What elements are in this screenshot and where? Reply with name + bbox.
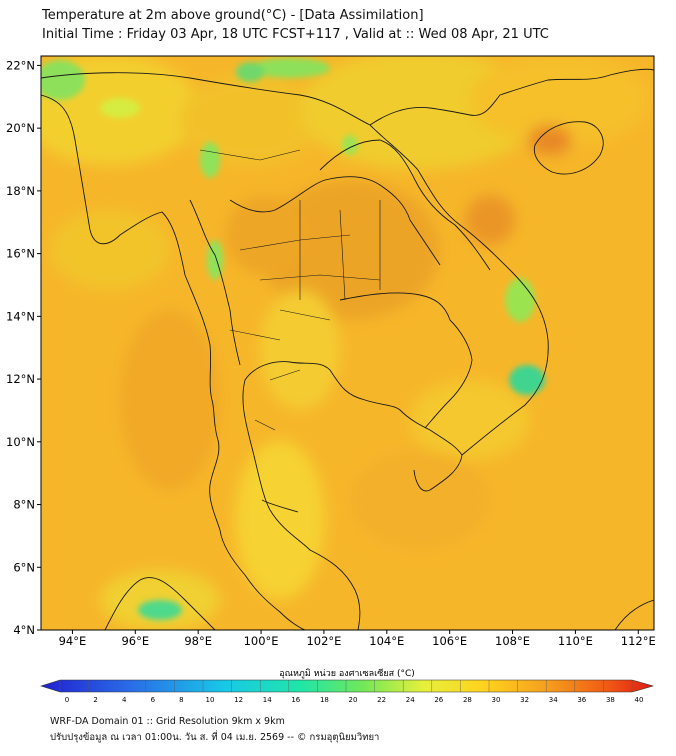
lon-tick-label: 94°E: [59, 634, 87, 648]
lon-tick-label: 106°E: [432, 634, 467, 648]
border-china-north: [41, 72, 371, 126]
colorbar-tick-label: 12: [234, 696, 243, 704]
lat-tick-label: 16°N: [6, 247, 35, 261]
colorbar-tick-label: 32: [520, 696, 529, 704]
temperature-field: [41, 56, 654, 630]
border-myanmar-thailand: [189, 199, 241, 366]
land-temperature-patches: [41, 56, 650, 630]
lat-tick-label: 4°N: [13, 623, 35, 637]
colorbar-label: อุณหภูมิ หน่วย องศาเซลเซียส (°C): [279, 668, 415, 679]
lat-tick-label: 10°N: [6, 435, 35, 449]
coastline-myanmar-bangladesh: [41, 94, 221, 531]
lat-tick-label: 6°N: [13, 560, 35, 574]
colorbar-tick-label: 34: [549, 696, 558, 704]
colorbar-gradient: [40, 679, 655, 693]
lon-tick-label: 102°E: [306, 634, 341, 648]
colorbar-ticks: 0 2 4 6 8 10 12 14 16 18 20 22 24 26 28 30 32 34 36 38 40: [59, 680, 644, 704]
province-lines: [199, 149, 381, 431]
lat-tick-label: 12°N: [6, 372, 35, 386]
border-laos-vietnam: [319, 139, 491, 271]
coastline-gulf-of-tonkin: [369, 68, 654, 126]
lon-tick-label: 108°E: [495, 634, 530, 648]
map-title: Temperature at 2m above ground(°C) - [Da…: [42, 8, 424, 23]
footer-model-info: WRF-DA Domain 01 :: Grid Resolution 9km …: [50, 716, 285, 727]
colorbar-tick-label: 38: [606, 696, 615, 704]
colorbar: [40, 679, 655, 693]
lon-tick-label: 104°E: [369, 634, 404, 648]
longitude-ticks: 94°E 96°E 98°E 100°E 102°E 104°E 106°E 108°E 110…: [59, 630, 656, 648]
lon-tick-label: 110°E: [558, 634, 593, 648]
footer-update-info: ปรับปรุงข้อมูล ณ เวลา 01:00น. วัน ส. ที่…: [50, 732, 380, 743]
colorbar-tick-label: 22: [377, 696, 386, 704]
coastlines-and-borders: [41, 68, 654, 630]
lon-tick-label: 98°E: [184, 634, 212, 648]
border-cambodia-vietnam: [424, 319, 473, 429]
lat-tick-label: 14°N: [6, 309, 35, 323]
colorbar-tick-label: 28: [463, 696, 472, 704]
colorbar-tick-label: 8: [179, 696, 183, 704]
coastline-borneo-corner: [614, 599, 654, 630]
coastline-gulf-of-thailand: [242, 361, 463, 492]
cool-temperature-patches: [41, 58, 545, 620]
border-thailand-cambodia: [339, 292, 451, 321]
border-thailand-laos: [229, 176, 441, 266]
coastline-malay-peninsula-west: [219, 529, 306, 630]
map-frame: [40, 55, 655, 631]
colorbar-tick-label: 30: [492, 696, 501, 704]
colorbar-tick-label: 24: [406, 696, 415, 704]
coastline-hainan: [533, 121, 604, 175]
latitude-ticks: 4°N 6°N 8°N 10°N 12°N 14°N 16°N 18°N 20°N 22°N: [6, 58, 41, 637]
colorbar-tick-label: 6: [151, 696, 156, 704]
colorbar-tick-label: 40: [635, 696, 644, 704]
lat-tick-label: 20°N: [6, 121, 35, 135]
colorbar-tick-label: 20: [349, 696, 358, 704]
colorbar-tick-label: 4: [122, 696, 127, 704]
lat-tick-label: 22°N: [6, 58, 35, 72]
lon-tick-label: 96°E: [121, 634, 149, 648]
colorbar-tick-label: 10: [206, 696, 215, 704]
coastline-malay-peninsula-east: [249, 439, 361, 630]
border-thailand-malaysia: [261, 499, 299, 513]
colorbar-tick-label: 2: [93, 696, 97, 704]
lat-tick-label: 8°N: [13, 498, 35, 512]
lon-tick-label: 112°E: [621, 634, 656, 648]
colorbar-tick-label: 18: [320, 696, 329, 704]
colorbar-tick-label: 0: [65, 696, 69, 704]
coastline-vietnam: [369, 124, 549, 456]
colorbar-tick-label: 14: [263, 696, 272, 704]
map-subtitle: Initial Time : Friday 03 Apr, 18 UTC FCS…: [42, 27, 549, 42]
colorbar-tick-label: 16: [291, 696, 300, 704]
colorbar-tick-label: 36: [577, 696, 586, 704]
lat-tick-label: 18°N: [6, 184, 35, 198]
lon-tick-label: 100°E: [244, 634, 279, 648]
colorbar-tick-label: 26: [434, 696, 443, 704]
coastline-sumatra: [104, 577, 216, 630]
